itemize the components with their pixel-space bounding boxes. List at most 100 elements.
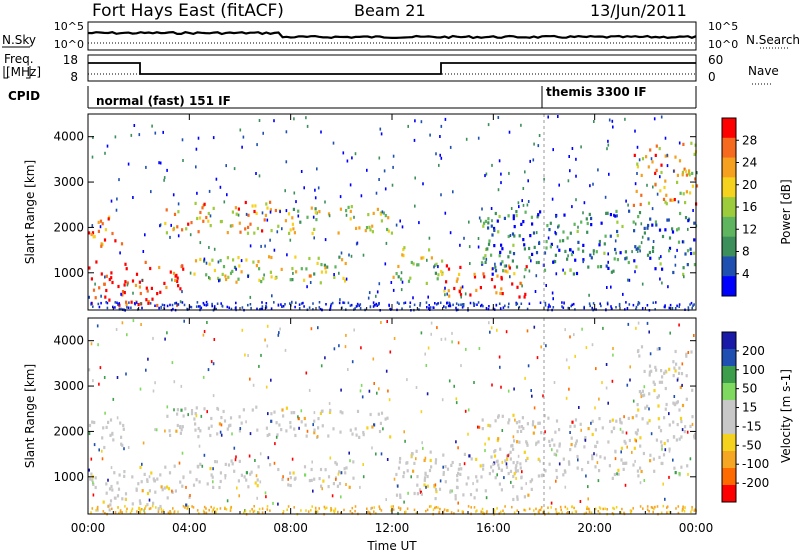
scatter-cell [636,172,638,175]
scatter-cell [469,262,471,265]
near-range-cell [173,510,176,513]
range-gate-cell [500,287,503,291]
range-gate-cell [179,287,182,291]
range-gate-cell [570,436,573,440]
scatter-cell [585,346,588,350]
range-gate-cell [451,460,454,465]
range-gate-cell [516,497,519,501]
near-range-cell [666,505,669,508]
scatter-cell [639,481,642,485]
range-gate-cell [590,256,593,260]
range-gate-cell [430,465,433,469]
scatter-cell [557,225,559,229]
range-gate-cell [88,231,91,235]
range-gate-cell [226,256,229,260]
scatter-cell [372,357,375,361]
colorbar-tick-label: 24 [742,156,757,170]
near-range-cell [571,511,574,514]
near-range-cell [548,303,550,307]
scatter-cell [284,348,287,352]
scatter-cell [267,456,270,460]
range-gate-cell [672,360,675,364]
range-gate-cell [366,426,369,430]
range-gate-cell [608,464,611,468]
scatter-cell [320,130,322,134]
range-gate-cell [159,290,162,294]
range-gate-cell [116,494,120,498]
scatter-cell [216,460,218,464]
scatter-cell [201,464,204,468]
range-gate-cell [513,234,516,238]
scatter-cell [360,383,363,387]
scatter-cell [430,332,432,336]
range-gate-cell [654,153,657,157]
scatter-cell [208,276,210,279]
scatter-cell [345,213,348,217]
xtick-label: 12:00 [375,521,410,535]
scatter-cell [524,170,526,174]
colorbar-tick-label: 20 [742,178,757,192]
near-range-cell [469,301,472,305]
scatter-cell [88,468,90,472]
range-gate-cell [569,448,572,452]
range-gate-cell [399,495,402,499]
range-gate-cell [609,419,612,423]
near-range-cell [202,509,205,513]
range-gate-cell [490,224,493,228]
near-range-cell [455,302,458,305]
scatter-cell [92,379,94,383]
range-gate-cell [620,421,623,425]
range-gate-cell [108,215,111,219]
scatter-cell [568,387,570,391]
range-gate-cell [497,437,500,441]
near-range-cell [196,509,199,512]
scatter-cell [195,414,198,418]
scatter-cell [537,144,540,148]
range-gate-cell [662,197,666,201]
near-range-cell [524,509,527,512]
range-gate-cell [656,395,659,400]
scatter-cell [138,133,141,137]
range-gate-cell [118,303,121,307]
near-range-cell [426,508,429,512]
colorbar-swatch [722,383,736,401]
range-gate-cell [651,249,655,253]
colorbar-tick-label: 16 [742,200,757,214]
range-gate-cell [422,256,425,260]
range-gate-cell [492,462,495,466]
scatter-cell [279,210,281,214]
scatter-cell [449,231,452,235]
near-range-cell [205,511,207,515]
scatter-cell [567,179,570,183]
near-range-cell [241,306,244,309]
scatter-cell [460,295,462,299]
scatter-cell [687,472,689,476]
near-range-cell [656,505,659,508]
range-gate-cell [139,465,142,469]
scatter-cell [277,502,279,506]
near-range-cell [398,302,400,305]
range-gate-cell [100,272,103,276]
near-range-cell [462,303,465,306]
near-range-cell [131,507,134,510]
range-gate-cell [131,502,134,506]
range-gate-cell [675,401,678,405]
range-gate-cell [532,431,535,435]
near-range-cell [630,512,632,515]
near-range-cell [655,301,657,304]
range-gate-cell [285,406,288,410]
scatter-cell [385,241,388,245]
range-gate-cell [562,239,565,243]
range-gate-cell [437,273,440,277]
near-range-cell [455,306,457,310]
scatter-cell [353,215,355,219]
range-gate-cell [300,420,303,424]
scatter-cell [285,209,288,213]
range-gate-cell [475,288,478,292]
range-gate-cell [384,417,387,421]
range-gate-cell [616,258,619,262]
scatter-cell [269,238,271,242]
range-gate-cell [612,269,615,273]
